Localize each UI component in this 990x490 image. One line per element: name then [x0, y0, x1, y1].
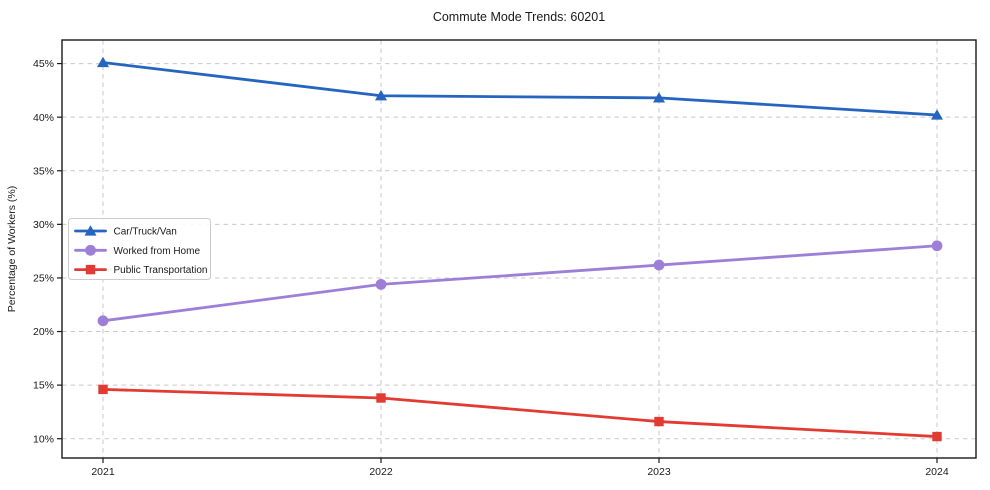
- data-point-car-truck-van-2021: [97, 56, 109, 68]
- series-line-public-transportation: [101, 388, 939, 438]
- y-tick-label: 15%: [33, 380, 54, 392]
- legend-item-public-transportation: Public Transportation: [74, 264, 208, 276]
- legend-label: Worked from Home: [114, 246, 201, 257]
- data-point-public-transportation-2024: [932, 431, 942, 442]
- data-point-public-transportation-2023: [654, 416, 664, 427]
- legend-layer: Car/Truck/Van Worked from Home Public Tran…: [68, 218, 211, 280]
- data-point-public-transportation-2022: [376, 393, 386, 403]
- legend-box: [68, 218, 211, 280]
- y-tick-label: 30%: [33, 219, 54, 231]
- legend-marker-square: [85, 264, 96, 275]
- y-axis-label: Percentage of Workers (%): [6, 186, 18, 312]
- data-point-worked-from-home-2021: [97, 315, 109, 327]
- data-point-car-truck-van-2024: [931, 109, 943, 120]
- legend-label: Public Transportation: [114, 265, 208, 276]
- legend-marker-triangle: [84, 225, 97, 236]
- data-point-worked-from-home-2024: [931, 240, 943, 252]
- series-line-car-truck-van: [101, 61, 939, 117]
- x-tick-label: 2024: [925, 466, 949, 478]
- x-tick-label: 2022: [369, 466, 393, 478]
- series-layer: [97, 56, 943, 442]
- plot-frame: [61, 39, 977, 459]
- data-point-worked-from-home-2023: [653, 259, 665, 271]
- data-point-worked-from-home-2022: [375, 278, 387, 290]
- data-point-car-truck-van-2023: [653, 92, 665, 103]
- data-point-public-transportation-2021: [98, 384, 108, 395]
- y-tick-label: 45%: [33, 58, 54, 70]
- y-tick-label: 40%: [33, 112, 54, 124]
- chart-title: Commute Mode Trends: 60201: [433, 10, 605, 24]
- series-line-worked-from-home: [101, 244, 939, 323]
- x-tick-label: 2021: [91, 466, 115, 478]
- x-tick-label: 2023: [647, 466, 671, 478]
- legend-item-worked-from-home: Worked from Home: [74, 244, 201, 257]
- y-tick-label: 10%: [33, 433, 54, 445]
- legend-marker-circle: [85, 244, 96, 256]
- data-point-car-truck-van-2022: [375, 89, 387, 101]
- y-tick-label: 25%: [33, 273, 54, 285]
- y-tick-label: 20%: [33, 326, 54, 338]
- axes-layer: 10% 15% 20% 25% 30% 35% 40% 45% 2021 2022 2023 2024: [33, 39, 977, 478]
- legend-item-car-truck-van: Car/Truck/Van: [74, 225, 177, 238]
- y-tick-label: 35%: [33, 165, 54, 177]
- legend-label: Car/Truck/Van: [114, 227, 177, 238]
